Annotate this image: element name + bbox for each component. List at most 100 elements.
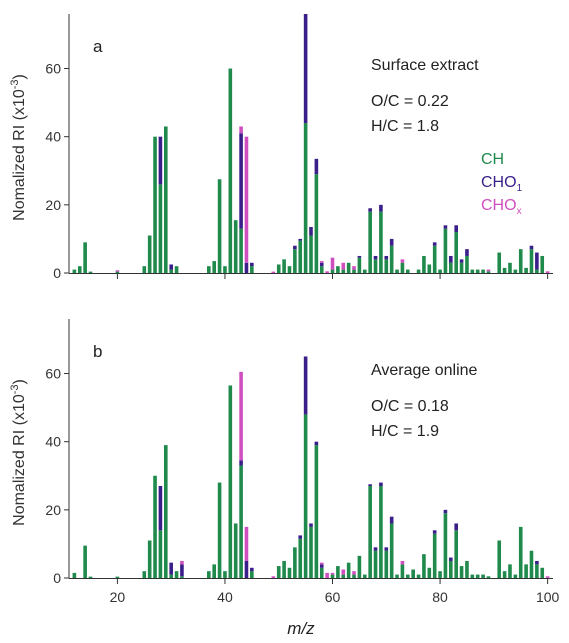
bar-ch (330, 574, 335, 578)
bar-ch (508, 564, 512, 578)
y-tick-label: 20 (45, 197, 61, 213)
bar-cho1 (309, 523, 313, 527)
bar-ch (357, 555, 362, 578)
bar-ch (250, 266, 254, 273)
bar-ch (535, 269, 539, 273)
bar-ch (357, 257, 362, 273)
bar-ch (524, 564, 528, 578)
bar-cho1 (303, 356, 308, 415)
bar-cho1 (303, 14, 308, 124)
bar-chox (352, 571, 356, 575)
bar-ch (314, 174, 319, 273)
bar-ch (174, 266, 179, 273)
bar-ch (502, 571, 507, 578)
bar-ch (153, 475, 157, 578)
bar-ch (540, 567, 545, 578)
bar-chox (325, 271, 329, 273)
bar-cho1 (443, 225, 448, 229)
panel-title: Surface extract (371, 57, 479, 74)
bar-ch (169, 269, 173, 273)
bar-cho1 (298, 238, 303, 241)
bar-chox (244, 136, 249, 263)
bar-cho1 (169, 562, 173, 575)
bar-ch (217, 179, 222, 273)
bar-ch (346, 562, 351, 578)
bar-ch (153, 136, 157, 273)
bar-ch (422, 255, 426, 273)
bar-ch (309, 526, 313, 578)
bar-cho1 (309, 226, 313, 236)
y-tick-label: 40 (45, 129, 61, 145)
bar-ch (373, 259, 378, 273)
bar-chox (244, 526, 249, 561)
bar-ch (303, 123, 308, 273)
bar-ch (502, 267, 507, 273)
bar-ch (293, 249, 297, 273)
bar-ch (228, 68, 233, 273)
y-tick-label: 60 (45, 61, 61, 77)
bar-ch (454, 232, 458, 273)
bar-ch (362, 269, 367, 273)
bar-chox (330, 257, 335, 270)
bar-ch (362, 574, 367, 578)
bar-ch (147, 540, 152, 578)
bar-ch (250, 571, 254, 578)
x-tick-label: 60 (325, 589, 341, 605)
bar-cho1 (432, 530, 437, 534)
bar-ch (449, 262, 453, 273)
bar-chox (325, 572, 329, 578)
bar-cho1 (250, 262, 254, 267)
bar-ch (432, 533, 437, 578)
bar-cho1 (298, 535, 303, 539)
bar-chox (352, 266, 356, 270)
bar-ch (465, 560, 469, 578)
bar-ch (158, 184, 163, 273)
panel-a: 0 20 40 60 Nomalized RI (x10-3) a Surface extr… (9, 14, 553, 281)
panel-label: a (93, 37, 103, 56)
bar-ch (384, 550, 389, 578)
bar-ch (336, 566, 340, 578)
bar-ch (180, 576, 184, 578)
bar-cho1 (535, 560, 539, 565)
bar-ch (282, 259, 286, 273)
bar-ch (164, 126, 168, 274)
bar-cho1 (454, 523, 458, 531)
bar-ch (212, 261, 216, 273)
bar-ch (88, 271, 93, 273)
bar-ch (233, 523, 238, 578)
bar-ch (416, 269, 421, 273)
bar-ch (454, 530, 458, 578)
bar-ch (147, 235, 152, 273)
bar-chox (180, 560, 184, 565)
bar-ch (174, 571, 179, 578)
bar-ch (352, 269, 356, 273)
bar-ch (513, 269, 518, 273)
bar-ch (212, 564, 216, 578)
bar-ch (72, 572, 77, 578)
y-axis-label: Nomalized RI (x10-3) (9, 74, 28, 221)
bar-cho1 (319, 564, 324, 568)
bar-ch (513, 574, 518, 578)
x-tick-label: 20 (110, 589, 126, 605)
bar-ch (207, 266, 211, 273)
bar-ch (449, 560, 453, 578)
bar-chox (341, 569, 346, 575)
bar-ch (540, 255, 545, 273)
bar-ch (346, 262, 351, 273)
bar-cho1 (314, 441, 319, 446)
bar-cho1 (244, 560, 249, 578)
y-tick-label: 20 (45, 502, 61, 518)
panel-b: 0 20 40 60 20 40 60 80 100 Nomalized RI (x10-3) b A… (9, 319, 560, 605)
bar-cho1 (368, 208, 372, 212)
bar-ch (443, 513, 448, 578)
bar-ch (223, 571, 227, 578)
y-tick-label: 40 (45, 434, 61, 450)
bar-ch (341, 269, 346, 273)
bar-ch (384, 259, 389, 273)
bar-ch (395, 269, 399, 273)
bar-cho1 (389, 516, 394, 524)
bar-ch (486, 576, 491, 578)
bar-cho1 (454, 225, 458, 233)
bar-cho1 (449, 557, 453, 561)
bar-ch (411, 569, 415, 578)
